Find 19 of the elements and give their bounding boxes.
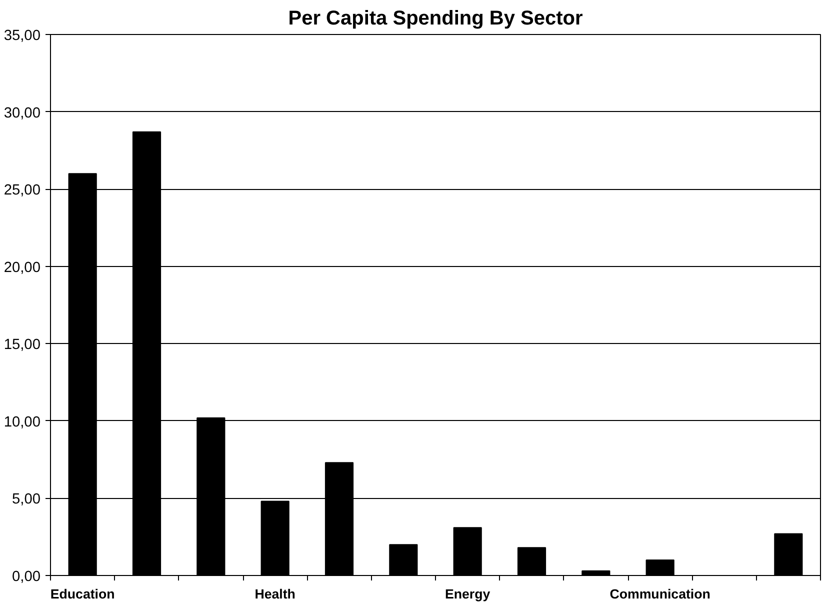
x-tick-label: Health [254, 586, 296, 602]
chart-title: Per Capita Spending By Sector [288, 8, 583, 30]
y-tick-label: 15,00 [4, 337, 41, 354]
bar [646, 560, 674, 576]
x-tick-label: Energy [444, 586, 491, 602]
x-tick-label: Education [50, 586, 115, 602]
bar [260, 500, 290, 576]
bar [517, 547, 546, 576]
bar [389, 544, 418, 576]
bar [774, 533, 803, 576]
y-tick-label: 5,00 [12, 492, 41, 508]
y-tick-label: 35,00 [4, 28, 41, 44]
y-tick-label: 20,00 [4, 260, 41, 276]
y-tick-label: 10,00 [4, 414, 41, 430]
y-tick-label: 0,00 [12, 569, 41, 585]
y-tick-label: 25,00 [4, 182, 41, 199]
y-tick-label: 30,00 [4, 105, 41, 122]
bar [453, 527, 482, 576]
x-tick-label: Communication [610, 586, 710, 602]
